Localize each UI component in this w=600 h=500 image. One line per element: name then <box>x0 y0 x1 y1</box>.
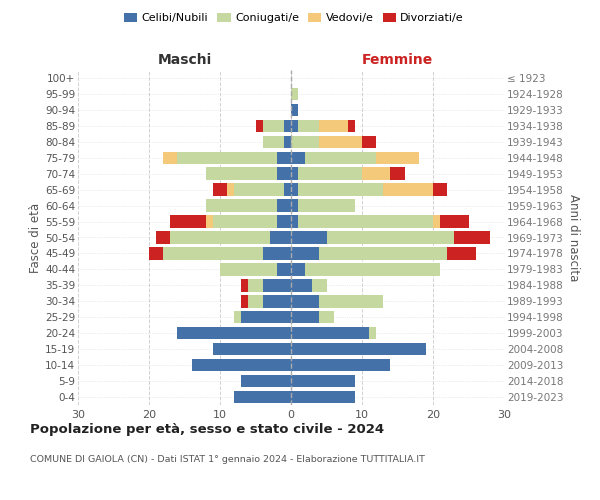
Bar <box>277 200 291 212</box>
Bar <box>156 232 170 243</box>
Bar <box>263 295 291 308</box>
Bar <box>291 232 326 243</box>
Bar <box>270 232 291 243</box>
Bar <box>291 359 391 372</box>
Legend: Celibi/Nubili, Coniugati/e, Vedovi/e, Divorziati/e: Celibi/Nubili, Coniugati/e, Vedovi/e, Di… <box>119 8 469 28</box>
Bar <box>277 263 291 276</box>
Bar <box>291 247 319 260</box>
Bar <box>298 168 362 180</box>
Bar <box>291 295 319 308</box>
Bar <box>319 311 334 324</box>
Bar <box>241 295 248 308</box>
Bar <box>391 168 404 180</box>
Bar <box>305 152 376 164</box>
Bar <box>213 184 227 196</box>
Bar <box>256 120 263 132</box>
Bar <box>248 279 263 291</box>
Bar <box>277 216 291 228</box>
Y-axis label: Anni di nascita: Anni di nascita <box>567 194 580 281</box>
Bar <box>298 200 355 212</box>
Bar <box>291 391 355 403</box>
Bar <box>447 247 476 260</box>
Bar <box>291 343 426 355</box>
Bar <box>291 104 298 116</box>
Bar <box>291 120 298 132</box>
Bar <box>291 263 305 276</box>
Bar <box>277 152 291 164</box>
Bar <box>241 375 291 388</box>
Bar <box>163 247 263 260</box>
Bar <box>298 120 319 132</box>
Bar <box>263 279 291 291</box>
Bar <box>284 120 291 132</box>
Bar <box>291 200 298 212</box>
Bar <box>291 375 355 388</box>
Bar <box>149 247 163 260</box>
Bar <box>263 247 291 260</box>
Text: Maschi: Maschi <box>157 53 212 67</box>
Bar <box>433 216 440 228</box>
Bar <box>433 184 447 196</box>
Bar <box>178 152 277 164</box>
Bar <box>298 184 383 196</box>
Y-axis label: Fasce di età: Fasce di età <box>29 202 42 272</box>
Bar <box>291 168 298 180</box>
Bar <box>313 279 326 291</box>
Bar <box>213 343 291 355</box>
Bar <box>206 200 277 212</box>
Bar <box>248 295 263 308</box>
Bar <box>383 184 433 196</box>
Bar <box>326 232 454 243</box>
Bar <box>291 279 313 291</box>
Bar <box>319 247 447 260</box>
Bar <box>440 216 469 228</box>
Bar <box>348 120 355 132</box>
Bar <box>241 311 291 324</box>
Bar <box>376 152 419 164</box>
Bar <box>284 184 291 196</box>
Bar <box>298 216 433 228</box>
Text: Popolazione per età, sesso e stato civile - 2024: Popolazione per età, sesso e stato civil… <box>30 422 384 436</box>
Bar <box>319 120 348 132</box>
Bar <box>291 152 305 164</box>
Bar <box>362 136 376 148</box>
Bar <box>163 152 178 164</box>
Bar <box>170 216 206 228</box>
Bar <box>234 311 241 324</box>
Bar <box>263 136 284 148</box>
Bar <box>362 168 391 180</box>
Bar <box>178 327 291 340</box>
Bar <box>291 88 298 100</box>
Bar <box>291 327 369 340</box>
Bar <box>305 263 440 276</box>
Bar <box>213 216 277 228</box>
Bar <box>170 232 270 243</box>
Bar <box>291 184 298 196</box>
Bar <box>191 359 291 372</box>
Bar <box>277 168 291 180</box>
Text: COMUNE DI GAIOLA (CN) - Dati ISTAT 1° gennaio 2024 - Elaborazione TUTTITALIA.IT: COMUNE DI GAIOLA (CN) - Dati ISTAT 1° ge… <box>30 455 425 464</box>
Bar <box>319 295 383 308</box>
Bar <box>291 136 319 148</box>
Bar <box>241 279 248 291</box>
Bar <box>234 184 284 196</box>
Bar <box>369 327 376 340</box>
Bar <box>319 136 362 148</box>
Bar <box>206 168 277 180</box>
Bar <box>284 136 291 148</box>
Bar <box>234 391 291 403</box>
Bar <box>263 120 284 132</box>
Bar <box>206 216 213 228</box>
Bar <box>291 311 319 324</box>
Bar <box>220 263 277 276</box>
Text: Femmine: Femmine <box>362 53 433 67</box>
Bar <box>227 184 234 196</box>
Bar <box>454 232 490 243</box>
Bar <box>291 216 298 228</box>
